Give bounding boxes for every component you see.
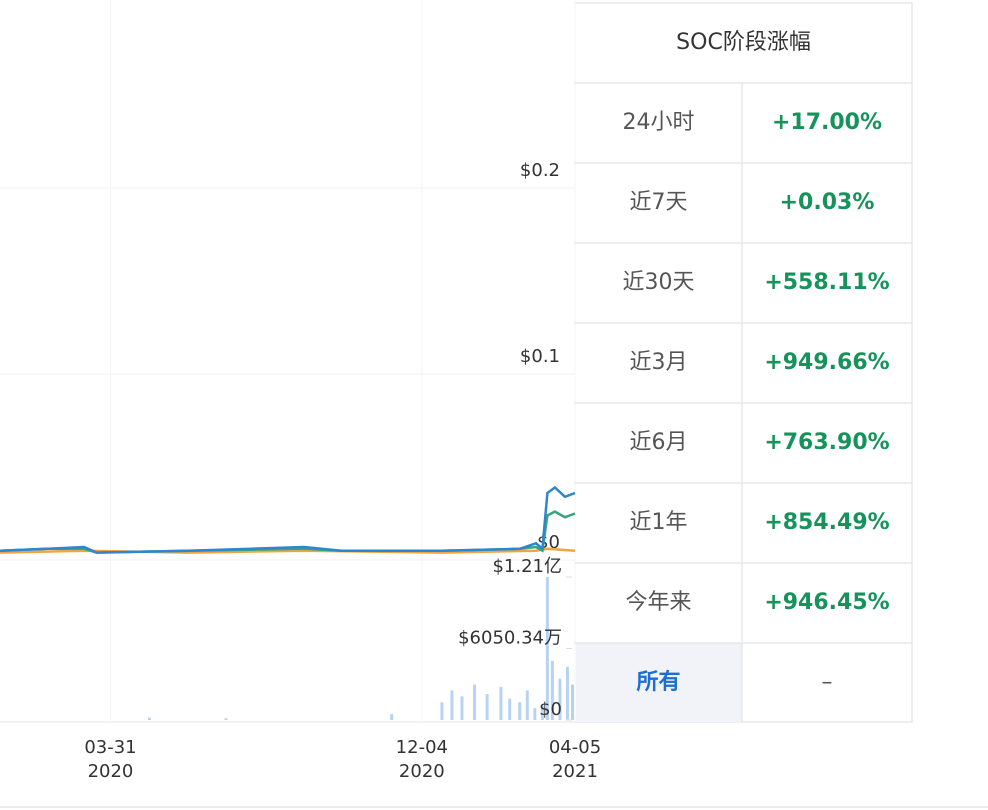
chart: $0.2 $0.1 $0 03-31 2020 12-04 2020 04-05 2021 $1.…	[0, 0, 601, 782]
change-value: +763.90%	[764, 430, 889, 455]
volume-bar	[450, 690, 454, 720]
volume-tick-label: $0	[539, 699, 562, 720]
price-line	[0, 485, 576, 554]
period-label: 24小时	[623, 110, 695, 135]
change-value: +0.03%	[780, 190, 875, 215]
x-tick-label: 03-31	[84, 737, 136, 758]
change-value: +17.00%	[772, 110, 882, 135]
volume-bar	[525, 690, 529, 720]
period-label: 近7天	[630, 190, 688, 215]
y-tick-label: $0.2	[520, 160, 560, 181]
change-value: +946.45%	[764, 590, 889, 615]
volume-bar	[533, 708, 537, 720]
volume-bar	[485, 694, 489, 720]
table-title: SOC阶段涨幅	[676, 30, 811, 55]
volume-bar	[473, 684, 477, 720]
period-label: 近6月	[630, 430, 688, 455]
volume-bar	[540, 705, 544, 720]
volume-bar	[550, 660, 554, 720]
volume-bar	[570, 684, 574, 720]
y-tick-label: $0.1	[520, 346, 560, 367]
volume-bar	[565, 666, 569, 720]
volume-bar	[518, 702, 522, 720]
volume-bar	[440, 702, 444, 720]
change-value: +854.49%	[764, 510, 889, 535]
volume-tick-label: $6050.34万	[458, 627, 562, 648]
volume-bar	[460, 696, 464, 720]
period-label: 近30天	[623, 270, 695, 295]
period-label[interactable]: 所有	[636, 669, 680, 695]
change-value: +949.66%	[764, 350, 889, 375]
period-label: 今年来	[625, 590, 691, 615]
period-label: 近3月	[630, 350, 688, 375]
change-value: –	[822, 670, 833, 695]
volume-tick-label: $1.21亿	[492, 556, 562, 577]
volume-bar	[558, 678, 562, 720]
x-tick-sublabel: 2021	[552, 761, 598, 782]
table-frame	[574, 2, 913, 723]
volume-bar	[147, 717, 151, 720]
period-label: 近1年	[630, 510, 688, 535]
volume-bar	[224, 718, 228, 720]
x-tick-sublabel: 2020	[399, 761, 445, 782]
change-value: +558.11%	[764, 270, 889, 295]
volume-bar	[545, 577, 549, 720]
x-tick-sublabel: 2020	[88, 761, 134, 782]
volume-bar	[499, 686, 503, 720]
x-tick-label: 12-04	[396, 737, 448, 758]
volume-bar	[390, 714, 394, 720]
volume-bar	[508, 698, 512, 720]
x-tick-label: 04-05	[549, 737, 601, 758]
row-highlight	[576, 643, 742, 722]
